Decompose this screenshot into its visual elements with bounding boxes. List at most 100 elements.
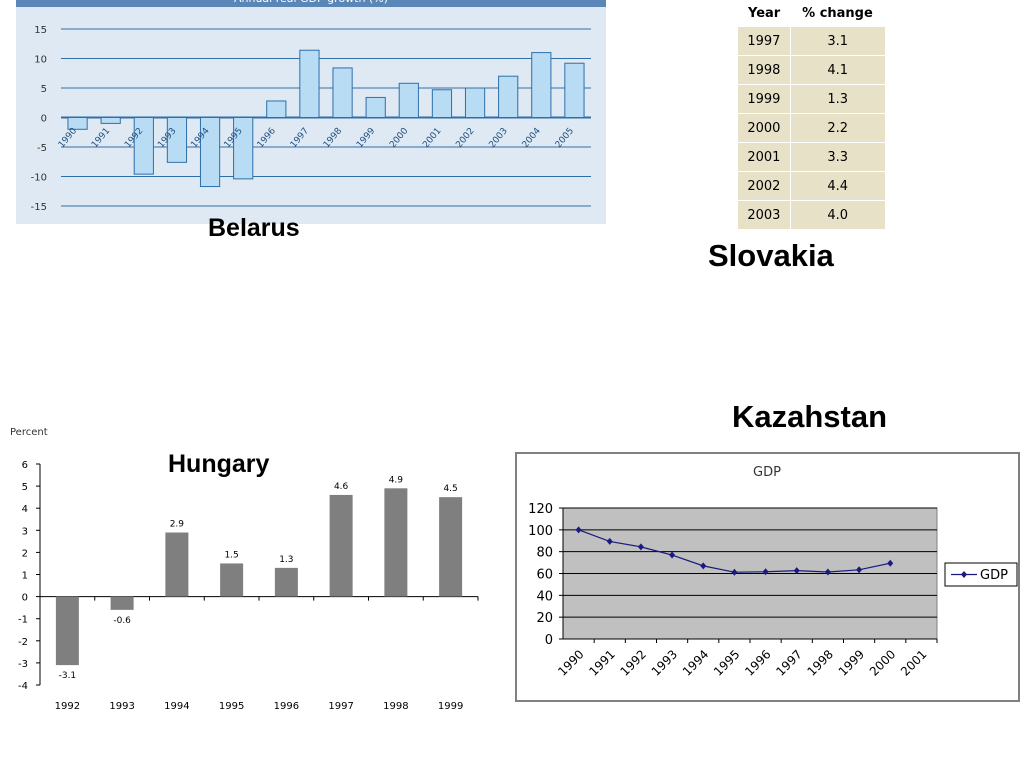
kazahstan-point <box>575 526 582 534</box>
belarus-chart-title: Annual real GDP growth (%) <box>234 0 388 5</box>
hungary-data-label: 4.5 <box>443 484 457 494</box>
hungary-data-label: 1.3 <box>279 555 293 565</box>
change-cell: 4.1 <box>789 55 885 85</box>
hungary-bar <box>274 567 298 597</box>
kazahstan-point <box>637 543 644 551</box>
kazahstan-y-tick-label: 40 <box>536 589 553 604</box>
belarus-bar <box>133 117 154 175</box>
belarus-bar <box>365 96 386 119</box>
belarus-chart-header-bar <box>16 0 606 7</box>
belarus-bar <box>199 117 221 188</box>
kazahstan-point <box>762 568 769 576</box>
hungary-data-label: 2.9 <box>170 520 185 530</box>
belarus-y-tick-label: -10 <box>31 173 47 184</box>
belarus-bar <box>498 75 519 118</box>
slovakia-label: Slovakia <box>708 238 834 273</box>
hungary-bar <box>384 488 408 597</box>
year-cell: 2000 <box>738 113 791 143</box>
table-row: 2000 2.2 <box>738 113 885 143</box>
table-row: 1999 1.3 <box>738 84 885 114</box>
table-row: 2001 3.3 <box>738 142 885 172</box>
belarus-y-tick-label: 15 <box>34 25 47 36</box>
belarus-bar <box>166 117 188 163</box>
belarus-bar <box>431 89 453 118</box>
hungary-bar <box>220 563 244 597</box>
hungary-x-tick-label: 1999 <box>438 701 463 712</box>
kazahstan-point <box>793 567 800 575</box>
hungary-y-tick-label: 4 <box>22 504 28 515</box>
kazahstan-point <box>700 562 707 570</box>
hungary-y-axis-title: Percent <box>10 427 48 438</box>
hungary-data-label: 4.9 <box>389 475 404 485</box>
change-cell: 1.3 <box>789 84 885 114</box>
year-cell: 2001 <box>738 142 791 172</box>
kazahstan-y-tick-label: 20 <box>536 611 553 626</box>
kazahstan-point <box>606 537 613 545</box>
kazahstan-point <box>887 559 894 567</box>
hungary-data-label: 4.6 <box>334 482 349 492</box>
kazahstan-point <box>669 551 676 559</box>
hungary-y-tick-label: -2 <box>18 637 28 648</box>
belarus-y-tick-label: -5 <box>37 143 47 154</box>
belarus-bar <box>531 52 552 118</box>
kazahstan-y-tick-label: 60 <box>536 568 553 583</box>
belarus-y-tick-label: 0 <box>41 114 47 125</box>
change-cell: 2.2 <box>789 113 885 143</box>
slovakia-table-header: Year % change <box>738 0 885 27</box>
kazahstan-y-tick-label: 100 <box>528 524 553 539</box>
table-row: 1997 3.1 <box>738 26 885 56</box>
hungary-y-tick-label: -3 <box>18 659 28 670</box>
belarus-bar <box>233 117 254 180</box>
hungary-y-tick-label: -4 <box>18 681 28 692</box>
hungary-x-tick-label: 1994 <box>164 701 189 712</box>
hungary-bar <box>55 596 79 666</box>
hungary-bar <box>110 596 134 610</box>
slovakia-table: Year % change 1997 3.1 1998 4.1 1999 1.3 20… <box>738 0 885 229</box>
kazahstan-point <box>856 566 863 574</box>
hungary-bar <box>439 497 463 597</box>
col-change-header: % change <box>790 0 885 27</box>
year-cell: 2002 <box>738 171 791 201</box>
table-row: 1998 4.1 <box>738 55 885 85</box>
hungary-y-tick-label: 6 <box>22 460 28 471</box>
hungary-x-tick-label: 1997 <box>328 701 353 712</box>
hungary-bar <box>329 494 353 597</box>
belarus-chart: Annual real GDP growth (%) 15 10 5 0 -5 -10 -15… <box>16 0 606 224</box>
col-year-header: Year <box>738 0 791 27</box>
hungary-y-tick-label: 1 <box>22 571 28 582</box>
kazahstan-y-tick-label: 80 <box>536 546 553 561</box>
hungary-y-tick-label: 3 <box>22 526 28 537</box>
belarus-bar <box>266 100 287 119</box>
table-row: 2002 4.4 <box>738 171 885 201</box>
belarus-y-tick-label: -15 <box>31 202 47 213</box>
hungary-chart: Percent 6 5 4 3 2 1 0 -1 -2 -3 -4 -3.1 1992 -0.6 1993 2.… <box>10 427 479 712</box>
year-cell: 1997 <box>738 26 791 56</box>
hungary-y-tick-label: 5 <box>22 482 28 493</box>
kazahstan-chart-title: GDP <box>753 465 781 480</box>
hungary-label: Hungary <box>168 450 270 478</box>
hungary-x-tick-label: 1996 <box>274 701 299 712</box>
year-cell: 1999 <box>738 84 791 114</box>
kazahstan-y-tick-label: 120 <box>528 502 553 517</box>
change-cell: 3.3 <box>789 142 885 172</box>
hungary-x-tick-label: 1993 <box>109 701 134 712</box>
belarus-label: Belarus <box>208 214 300 242</box>
change-cell: 4.0 <box>789 200 885 229</box>
kazahstan-point <box>824 568 831 576</box>
hungary-y-tick-label: -1 <box>18 615 28 626</box>
hungary-x-tick-label: 1992 <box>55 701 80 712</box>
hungary-x-tick-label: 1998 <box>383 701 408 712</box>
belarus-bar <box>564 62 585 118</box>
hungary-x-tick-label: 1995 <box>219 701 244 712</box>
belarus-y-tick-label: 10 <box>34 55 47 66</box>
kazahstan-legend-label: GDP <box>980 568 1008 583</box>
change-cell: 4.4 <box>789 171 885 201</box>
year-cell: 2003 <box>738 200 791 229</box>
kazahstan-legend <box>944 562 1018 587</box>
belarus-bar <box>100 117 121 124</box>
belarus-bar <box>332 67 353 119</box>
kazahstan-legend-marker <box>961 571 967 578</box>
kazahstan-label: Kazahstan <box>732 399 888 434</box>
belarus-bar <box>67 117 88 130</box>
